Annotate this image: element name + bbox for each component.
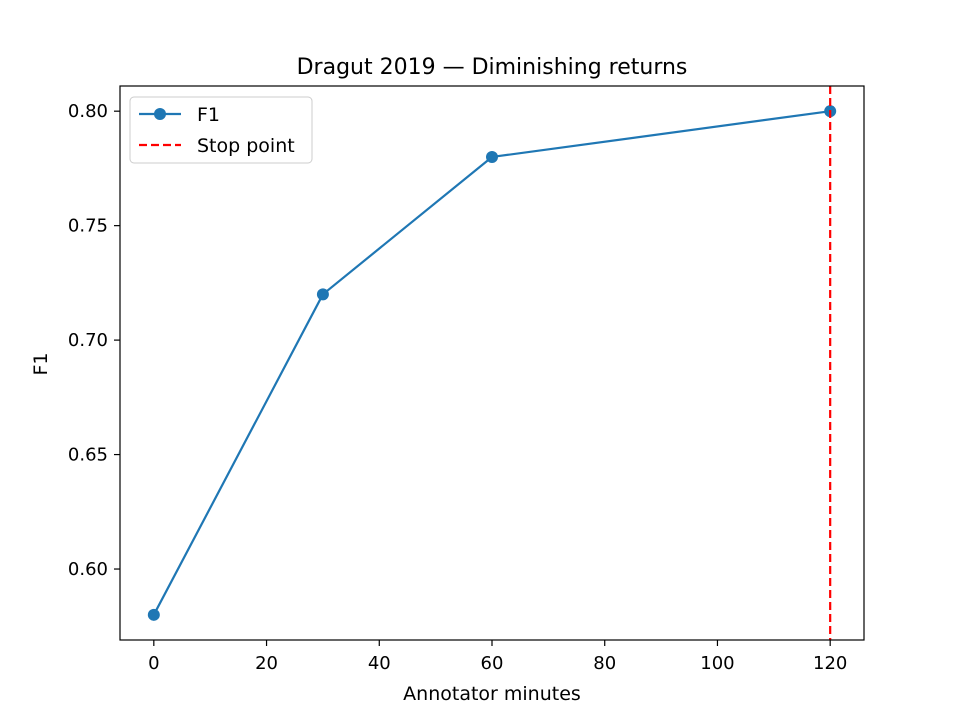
data-point-0-2	[486, 150, 498, 163]
x-tick-label-5: 100	[700, 653, 734, 674]
x-tick-label-1: 20	[255, 653, 278, 674]
data-point-0-0	[147, 608, 160, 621]
y-tick-label-4: 0.80	[68, 101, 108, 122]
legend-stop-point-label: Stop point	[197, 135, 295, 157]
y-tick-label-3: 0.75	[68, 216, 108, 237]
legend: F1 Stop point	[129, 96, 313, 164]
x-tick-label-3: 60	[481, 653, 504, 674]
y-tick-label-2: 0.70	[68, 330, 108, 351]
y-axis: 0.60 0.65 0.70 0.75 0.80	[68, 101, 120, 580]
x-tick-label-0: 0	[148, 653, 159, 674]
legend-series-marker	[154, 108, 166, 120]
y-tick-label-1: 0.65	[68, 445, 108, 466]
y-tick-label-0: 0.60	[68, 559, 108, 580]
chart-title: Dragut 2019 — Diminishing returns	[297, 55, 688, 80]
x-tick-label-4: 80	[593, 653, 616, 674]
x-tick-label-2: 40	[368, 653, 391, 674]
series-line-0	[152, 110, 831, 616]
data-point-0-1	[316, 288, 329, 301]
legend-series-label: F1	[197, 104, 220, 126]
y-axis-label: F1	[30, 352, 52, 375]
x-tick-label-6: 120	[813, 653, 847, 674]
x-axis-label: Annotator minutes	[403, 683, 581, 705]
x-axis: 0 20 40 60 80 100 120	[148, 640, 847, 674]
